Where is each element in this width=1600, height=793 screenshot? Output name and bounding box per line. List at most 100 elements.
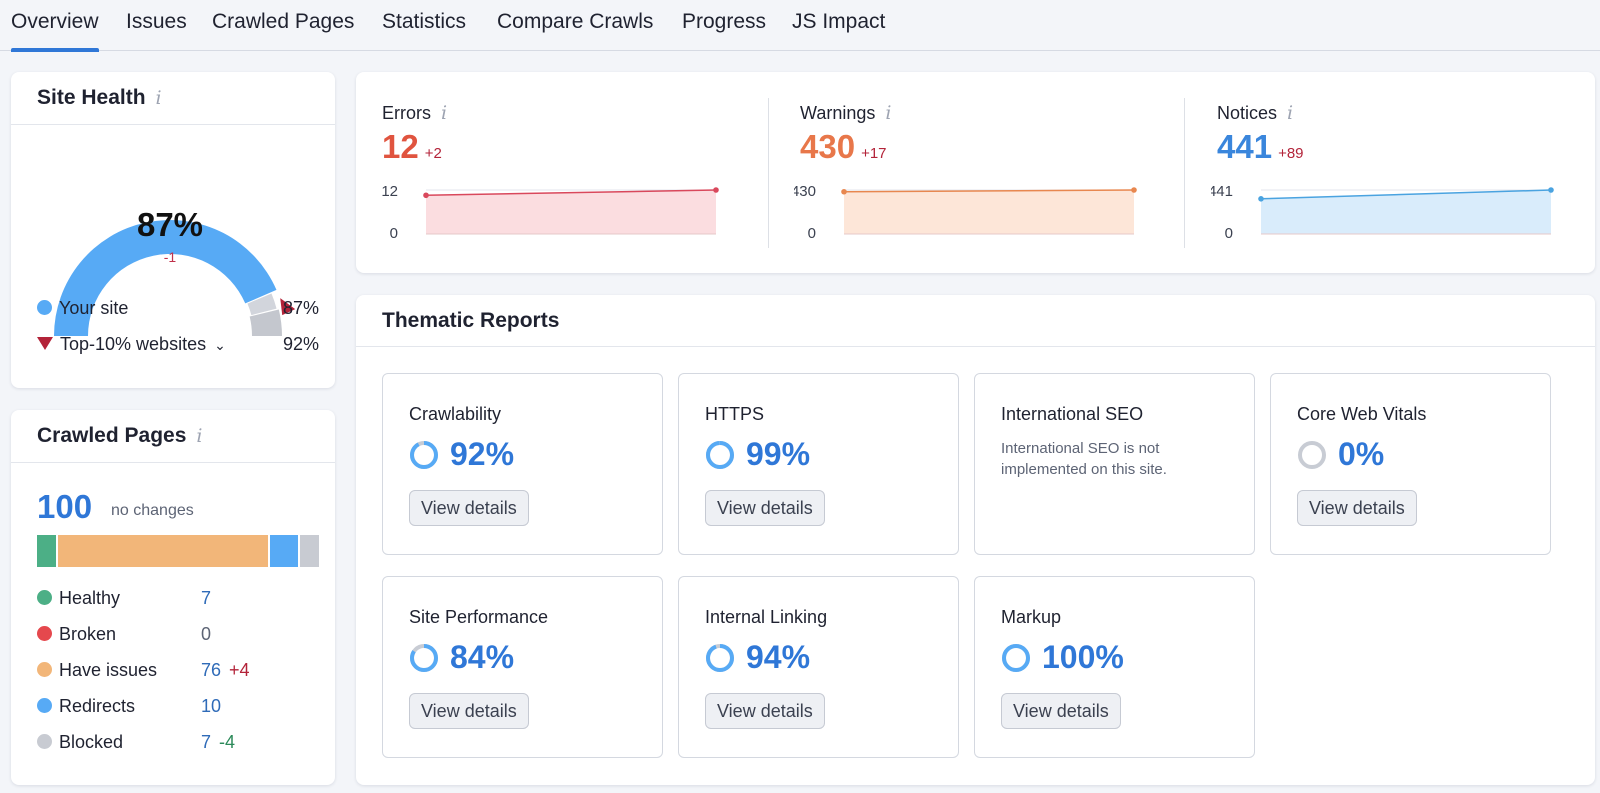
errors-count[interactable]: 12 +2	[382, 128, 442, 166]
tab-crawled-pages[interactable]: Crawled Pages	[212, 10, 355, 33]
top10-marker	[280, 298, 296, 316]
view-details-button[interactable]: View details	[705, 490, 825, 526]
report-score: 99%	[705, 436, 810, 473]
y-tick-bottom: 0	[390, 225, 398, 242]
bar-segment-have-issues[interactable]	[58, 535, 269, 567]
divider	[11, 462, 335, 463]
warnings-count[interactable]: 430 +17	[800, 128, 887, 166]
notices-count[interactable]: 441 +89	[1217, 128, 1304, 166]
report-percent: 0%	[1338, 436, 1385, 472]
crawled-pages-count[interactable]: 100	[37, 488, 93, 525]
ring-progress	[706, 440, 734, 469]
progress-ring-icon	[410, 643, 438, 672]
row-delta: -4	[219, 732, 236, 752]
trend-point-end	[713, 187, 719, 193]
row-value[interactable]: 10	[201, 696, 221, 717]
crawled-pages-title: Crawled Pages i	[37, 424, 202, 448]
trend-area	[844, 190, 1134, 234]
chevron-down-icon[interactable]: ⌄	[214, 337, 226, 353]
errors-label: Errors i	[382, 102, 447, 124]
legend-label: Your site	[59, 298, 129, 318]
bar-segment-redirects[interactable]	[270, 535, 298, 567]
row-healthy[interactable]: Healthy 7	[37, 588, 297, 609]
y-tick-bottom: 0	[808, 225, 816, 242]
info-icon[interactable]: i	[155, 87, 162, 109]
warnings-label: Warnings i	[800, 102, 891, 124]
notices-label: Notices i	[1217, 102, 1293, 124]
site-health-gauge	[54, 220, 296, 336]
healthy-dot	[37, 590, 52, 605]
blocked-dot	[37, 734, 52, 749]
trend-line	[1260, 189, 1552, 200]
triangle-marker-icon	[37, 337, 53, 350]
view-details-button[interactable]: View details	[409, 693, 529, 729]
tab-statistics[interactable]: Statistics	[382, 10, 467, 33]
notices-label-text: Notices	[1217, 103, 1278, 123]
view-details-button[interactable]: View details	[1297, 490, 1417, 526]
report-score: 0%	[1297, 436, 1384, 473]
issues-summary-card: Errors i 12 +2 12 0 Warnings i 430 +17 430 0 N…	[356, 72, 1595, 273]
row-blocked[interactable]: Blocked 7 -4	[37, 732, 297, 753]
report-title: Core Web Vitals	[1297, 404, 1427, 424]
crawled-pages-card: Crawled Pages i 100 no changes Healthy 7 B…	[11, 410, 335, 785]
tab-compare-crawls[interactable]: Compare Crawls	[497, 10, 654, 33]
info-icon[interactable]: i	[441, 102, 448, 124]
errors-count-value: 12	[382, 128, 419, 165]
crawled-pages-stacked-bar	[37, 535, 319, 567]
row-number: 10	[201, 696, 222, 716]
report-score: 100%	[1001, 639, 1124, 676]
errors-delta: +2	[424, 145, 442, 162]
divider	[11, 124, 335, 125]
tab-progress[interactable]: Progress	[682, 10, 767, 33]
tab-js-impact[interactable]: JS Impact	[792, 10, 886, 33]
row-have-issues[interactable]: Have issues 76 +4	[37, 660, 297, 681]
bar-segment-blocked[interactable]	[299, 535, 319, 567]
report-percent: 92%	[450, 436, 515, 472]
view-details-button[interactable]: View details	[409, 490, 529, 526]
trend-point-end	[1131, 187, 1137, 193]
row-value[interactable]: 7	[201, 588, 211, 609]
trend-area	[1261, 190, 1551, 234]
remaining-arc	[249, 309, 282, 336]
row-redirects[interactable]: Redirects 10	[37, 696, 297, 717]
warnings-panel: Warnings i 430 +17 430 0	[774, 72, 1174, 273]
report-percent: 99%	[746, 436, 811, 472]
errors-label-text: Errors	[382, 103, 431, 123]
report-title: International SEO	[1001, 404, 1144, 424]
report-title: HTTPS	[705, 404, 765, 424]
legend-label: Top-10% websites	[60, 334, 207, 354]
view-details-button[interactable]: View details	[1001, 693, 1121, 729]
report-percent: 94%	[746, 639, 811, 675]
report-score: 92%	[409, 436, 514, 473]
row-label: Blocked	[59, 732, 124, 752]
notices-panel: Notices i 441 +89 441 0	[1191, 72, 1591, 273]
view-details-button[interactable]: View details	[705, 693, 825, 729]
row-broken[interactable]: Broken 0	[37, 624, 297, 645]
ring-progress	[1002, 643, 1030, 672]
warnings-trend-chart: 430 0	[794, 183, 1137, 242]
bar-segment-healthy[interactable]	[37, 535, 57, 567]
info-icon[interactable]: i	[196, 425, 203, 447]
info-icon[interactable]: i	[885, 102, 892, 124]
row-value[interactable]: 7 -4	[201, 732, 235, 753]
trend-point-start	[1258, 196, 1264, 202]
errors-panel: Errors i 12 +2 12 0	[356, 72, 756, 273]
report-internal-linking: Internal Linking 94% View details	[678, 576, 959, 758]
warnings-delta: +17	[861, 145, 887, 162]
row-label: Broken	[59, 624, 117, 644]
report-site-performance: Site Performance 84% View details	[382, 576, 663, 758]
report-core-web-vitals: Core Web Vitals 0% View details	[1270, 373, 1551, 555]
tab-overview[interactable]: Overview	[11, 10, 99, 52]
report-description: International SEO is not implemented on …	[1001, 440, 1167, 478]
y-tick-top: 12	[381, 183, 398, 200]
notices-trend-chart: 441 0	[1211, 183, 1554, 242]
site-health-card: Site Health i 87% -1 Your site 87% Top-10…	[11, 72, 335, 388]
y-tick-top: 441	[1211, 183, 1233, 200]
thematic-reports-card: Thematic Reports Crawlability 92% View d…	[356, 295, 1595, 785]
tab-issues[interactable]: Issues	[126, 10, 187, 33]
report-score: 94%	[705, 639, 810, 676]
row-value[interactable]: 76 +4	[201, 660, 250, 681]
legend-top10[interactable]: Top-10% websites ⌄ 92%	[37, 334, 319, 355]
info-icon[interactable]: i	[1287, 102, 1294, 124]
report-https: HTTPS 99% View details	[678, 373, 959, 555]
